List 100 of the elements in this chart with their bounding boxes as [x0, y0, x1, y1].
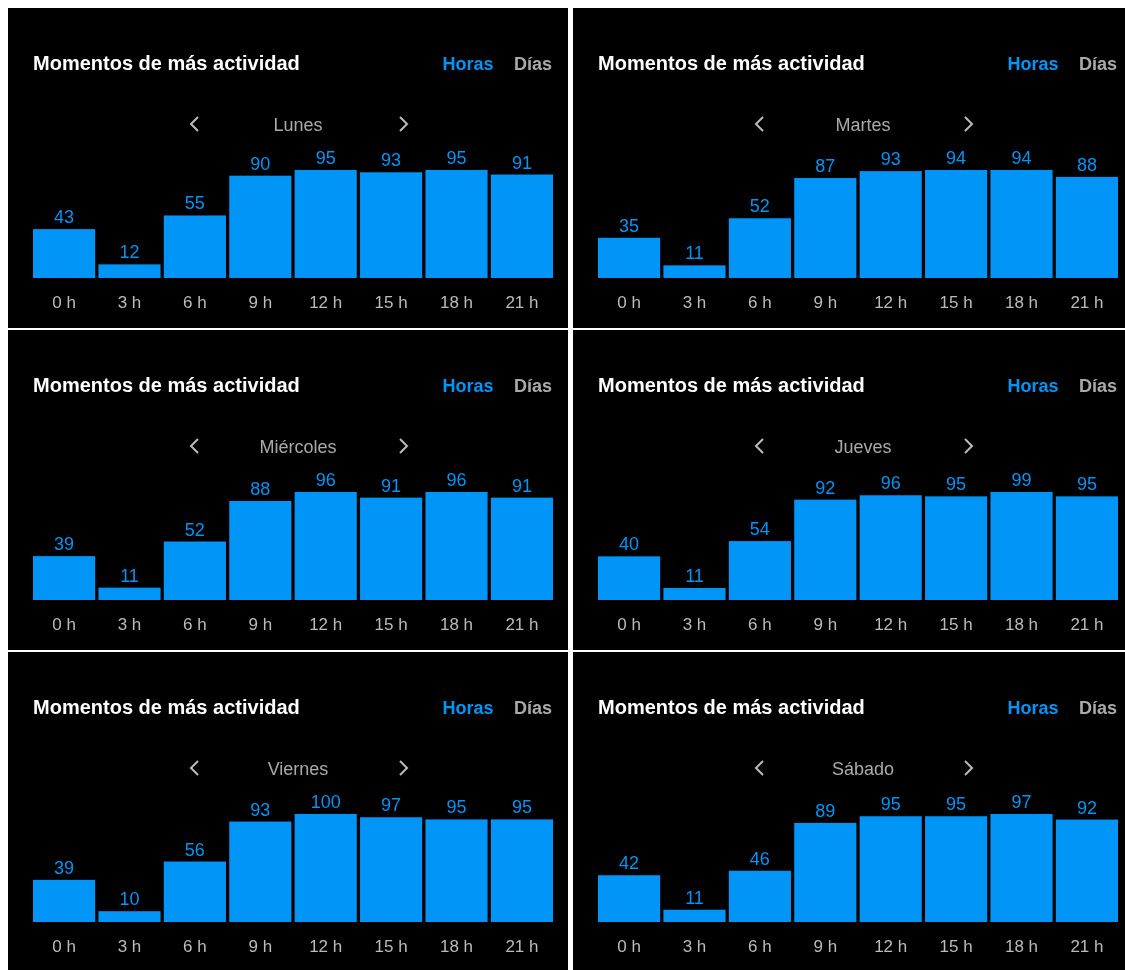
x-tick-label: 9 h — [248, 293, 273, 312]
x-tick-label: 0 h — [617, 615, 641, 634]
x-tick-label: 3 h — [117, 293, 142, 312]
bar — [425, 492, 488, 600]
chart-title: Momentos de más actividad — [33, 374, 300, 396]
data-label: 55 — [184, 193, 205, 214]
text: Días — [1078, 698, 1118, 718]
bar — [425, 170, 488, 278]
x-tick-label: 9 h — [248, 615, 273, 634]
bar — [859, 495, 922, 600]
chart-subtitle: Jueves — [834, 437, 892, 457]
x-tick-label: 12 h — [874, 937, 908, 956]
data-label: 95 — [880, 794, 901, 815]
bar — [990, 170, 1053, 278]
data-label: 10 — [119, 889, 140, 910]
x-tick-label: 6 h — [183, 293, 207, 312]
data-label: 11 — [685, 566, 704, 586]
x-tick-label: 9 h — [248, 937, 273, 956]
bar — [98, 911, 161, 922]
x-tick-label: 3 h — [682, 615, 707, 634]
data-label: 42 — [619, 853, 640, 874]
bar — [794, 178, 857, 278]
data-label: 95 — [1076, 474, 1097, 495]
bar — [728, 541, 791, 600]
x-tick-label: 21 h — [505, 937, 539, 956]
bar — [990, 814, 1053, 922]
text: Días — [1078, 54, 1118, 74]
data-label: 97 — [1011, 792, 1032, 812]
x-tick-label: 0 h — [617, 293, 641, 312]
chart-subtitle: Viernes — [267, 759, 329, 779]
x-tick-label: 9 h — [813, 293, 838, 312]
x-tick-label: 12 h — [874, 615, 908, 634]
x-tick-label: 0 h — [52, 293, 76, 312]
data-label: 91 — [511, 152, 532, 173]
data-label: 88 — [250, 479, 271, 499]
x-tick-label: 3 h — [682, 937, 707, 956]
chart-title: Momentos de más actividad — [33, 52, 300, 74]
x-tick-label: 18 h — [1004, 615, 1039, 634]
bar — [663, 588, 726, 600]
data-label: 52 — [749, 196, 770, 217]
data-label: 95 — [946, 474, 967, 495]
data-label: 56 — [184, 839, 205, 860]
bar — [598, 556, 661, 600]
chart-title: Momentos de más actividad — [598, 52, 865, 74]
data-label: 11 — [685, 243, 704, 264]
data-label: 93 — [880, 149, 901, 170]
data-label: 93 — [381, 150, 402, 171]
x-tick-label: 3 h — [682, 293, 707, 312]
x-tick-label: 0 h — [617, 937, 641, 956]
data-label: 90 — [250, 153, 271, 174]
data-label: 91 — [381, 475, 402, 496]
chart-title: Momentos de más actividad — [598, 374, 865, 396]
bar — [794, 499, 857, 600]
bar — [1055, 176, 1118, 278]
data-label: 35 — [619, 215, 640, 236]
x-tick-label: 15 h — [939, 615, 973, 634]
data-label: 11 — [685, 887, 704, 908]
data-label: 99 — [1011, 470, 1032, 490]
bar — [598, 237, 661, 278]
chart-subtitle: Lunes — [273, 115, 323, 135]
x-tick-label: 21 h — [1070, 293, 1104, 312]
data-label: 97 — [381, 795, 402, 816]
data-label: 95 — [511, 797, 532, 818]
bar — [163, 541, 226, 600]
bar — [728, 870, 791, 922]
x-tick-label: 6 h — [183, 615, 207, 634]
data-label: 95 — [446, 148, 467, 168]
data-label: 92 — [1076, 797, 1097, 818]
bar — [859, 171, 922, 278]
x-tick-label: 21 h — [1070, 615, 1104, 634]
chart-title: Momentos de más actividad — [598, 696, 865, 718]
x-tick-label: 12 h — [309, 615, 343, 634]
bar — [663, 909, 726, 922]
x-tick-label: 21 h — [505, 293, 539, 312]
data-label: 95 — [946, 794, 967, 815]
data-label: 96 — [315, 470, 336, 490]
bar — [229, 175, 292, 278]
bar — [33, 229, 96, 278]
bar — [98, 264, 161, 278]
bar — [33, 556, 96, 600]
x-tick-label: 15 h — [374, 937, 408, 956]
data-label: 54 — [749, 519, 770, 540]
text: Horas — [442, 698, 494, 718]
chart-subtitle: Martes — [835, 115, 891, 135]
bar — [425, 819, 488, 922]
text: Días — [513, 698, 553, 718]
x-tick-label: 6 h — [748, 615, 772, 634]
bar — [229, 501, 292, 600]
text: Días — [1078, 376, 1118, 396]
data-label: 91 — [511, 475, 532, 496]
data-label: 93 — [250, 799, 271, 820]
text: Horas — [1007, 698, 1059, 718]
data-label: 52 — [184, 519, 205, 540]
text: Horas — [1007, 376, 1059, 396]
data-label: 96 — [446, 470, 467, 490]
data-label: 96 — [880, 473, 901, 494]
data-label: 94 — [1011, 148, 1032, 168]
data-label: 100 — [310, 792, 341, 812]
x-tick-label: 18 h — [439, 937, 474, 956]
x-tick-label: 6 h — [748, 937, 772, 956]
